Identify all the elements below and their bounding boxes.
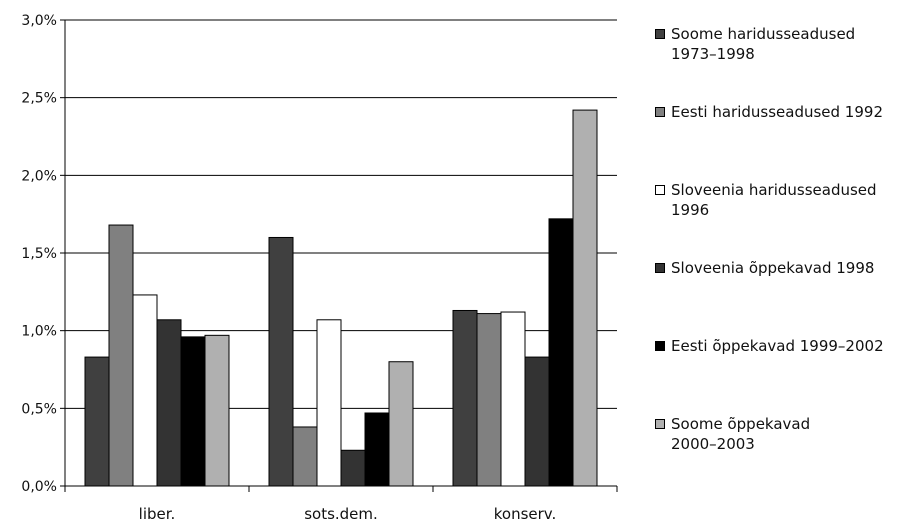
bar	[500, 311, 526, 487]
bar	[316, 319, 342, 487]
legend-swatch	[655, 341, 665, 351]
legend-swatch	[655, 185, 665, 195]
y-tick-label: 2,0%	[21, 168, 57, 184]
legend-label: Sloveenia haridusseadused 1996	[671, 181, 877, 219]
bar	[548, 218, 574, 487]
y-tick-label: 2,5%	[21, 91, 57, 107]
legend-swatch	[655, 29, 665, 39]
bar	[524, 356, 550, 487]
y-tick-label: 3,0%	[21, 13, 57, 29]
bars	[84, 109, 598, 487]
y-tick-label: 1,0%	[21, 324, 57, 340]
x-tick-label: liber.	[139, 505, 176, 523]
bar	[132, 294, 158, 487]
legend-label: Eesti haridusseadused 1992	[671, 103, 883, 121]
bar	[292, 426, 318, 487]
y-tick-label: 0,0%	[21, 479, 57, 495]
x-axis-ticks: liber. sots.dem. konserv.	[64, 486, 618, 523]
legend-swatch	[655, 263, 665, 273]
legend-label: Soome õppekavad 2000–2003	[671, 415, 811, 453]
bar	[180, 336, 206, 487]
x-tick-label: konserv.	[494, 505, 557, 523]
bar	[364, 412, 390, 487]
bar	[572, 109, 598, 487]
y-tick-label: 0,5%	[21, 401, 57, 417]
x-tick-label: sots.dem.	[304, 505, 378, 523]
bar	[476, 313, 502, 487]
bar	[452, 309, 478, 487]
bar	[204, 334, 230, 487]
bar	[84, 356, 110, 487]
y-axis-ticks: 0,0% 0,5% 1,0% 1,5% 2,0% 2,5% 3,0%	[21, 13, 65, 495]
legend-swatch	[655, 419, 665, 429]
legend-label: Eesti õppekavad 1999–2002	[671, 337, 884, 355]
legend-swatch	[655, 107, 665, 117]
legend-label: Soome haridusseadused 1973–1998	[671, 25, 856, 63]
bar	[268, 236, 294, 487]
bar	[340, 449, 366, 487]
legend-label: Sloveenia õppekavad 1998	[671, 259, 875, 277]
bar	[108, 224, 134, 487]
y-tick-label: 1,5%	[21, 246, 57, 262]
bar	[156, 319, 182, 487]
bar	[388, 361, 414, 487]
